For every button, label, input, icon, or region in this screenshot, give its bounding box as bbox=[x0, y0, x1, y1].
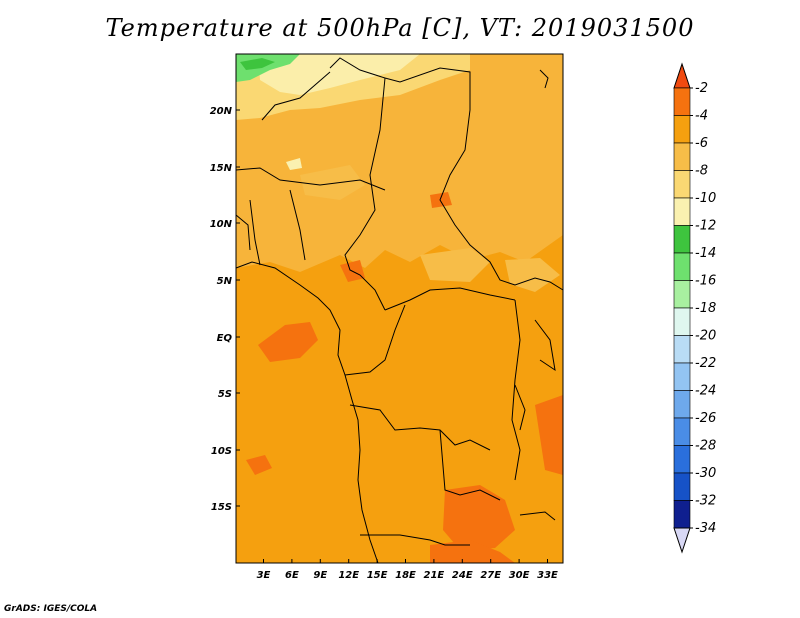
plot-title: Temperature at 500hPa [C], VT: 201903150… bbox=[105, 14, 695, 42]
border-line-3 bbox=[235, 167, 386, 191]
lon-tick-label: 24E bbox=[452, 570, 473, 581]
border-line-16 bbox=[514, 384, 526, 431]
border-line-11 bbox=[360, 534, 470, 546]
lon-tick-label: 27E bbox=[480, 570, 501, 581]
lat-tick-label: 5N bbox=[217, 276, 233, 287]
contour-region-minus4-west bbox=[246, 455, 272, 475]
colorbar-swatch bbox=[673, 390, 691, 419]
colorbar-swatch bbox=[673, 335, 691, 364]
lat-tick-label: EQ bbox=[217, 333, 233, 344]
border-line-2 bbox=[261, 71, 331, 121]
colorbar-label: -20 bbox=[695, 329, 716, 344]
border-line-14 bbox=[235, 214, 251, 251]
border-line-18 bbox=[539, 69, 549, 89]
colorbar-label: -22 bbox=[695, 356, 716, 371]
lon-tick-label: 21E bbox=[424, 570, 445, 581]
longitude-axis: 3E 6E 9E 12E 15E 18E 21E 24E 27E 30E 33E bbox=[257, 559, 558, 581]
contour-region-light-patch-2 bbox=[420, 248, 490, 282]
lat-tick-label: 15N bbox=[210, 163, 233, 174]
colorbar-swatch bbox=[673, 225, 691, 254]
colorbar-label: -14 bbox=[695, 246, 716, 261]
colorbar-swatch bbox=[673, 362, 691, 391]
colorbar-swatch bbox=[673, 445, 691, 474]
border-line-9 bbox=[439, 429, 501, 501]
lon-tick-label: 6E bbox=[285, 570, 299, 581]
colorbar-swatch bbox=[673, 142, 691, 171]
colorbar-label: -30 bbox=[695, 466, 716, 481]
colorbar-swatch bbox=[673, 252, 691, 281]
colorbar-label: -6 bbox=[695, 136, 708, 151]
colorbar-bottom-triangle bbox=[673, 527, 691, 554]
contour-region-green-dark bbox=[240, 58, 275, 70]
lat-tick-label: 10S bbox=[211, 446, 232, 457]
contour-region-minus4-gulf bbox=[258, 322, 318, 362]
border-line-10 bbox=[511, 299, 521, 481]
colorbar-swatch bbox=[673, 87, 691, 116]
lon-tick-label: 18E bbox=[395, 570, 416, 581]
colorbar-label: -34 bbox=[695, 521, 716, 536]
colorbar-swatch bbox=[673, 280, 691, 309]
border-line-15 bbox=[534, 319, 556, 372]
border-line-7 bbox=[344, 304, 406, 376]
colorbar-top-triangle bbox=[673, 62, 691, 89]
temperature-fields bbox=[236, 54, 563, 563]
latitude-axis: 20N 15N 10N 5N EQ 5S 10S 15S bbox=[210, 106, 240, 513]
colorbar-swatch bbox=[673, 472, 691, 501]
colorbar-swatch bbox=[673, 197, 691, 226]
contour-region-minus6 bbox=[236, 54, 563, 272]
contour-region-minus4-east bbox=[535, 395, 563, 475]
colorbar-swatch bbox=[673, 500, 691, 529]
lon-tick-label: 33E bbox=[537, 570, 558, 581]
colorbar-label: -26 bbox=[695, 411, 716, 426]
border-line-1 bbox=[329, 57, 471, 110]
contour-region-minus4-south bbox=[443, 485, 515, 550]
colorbar-swatch bbox=[673, 170, 691, 199]
colorbar-swatch bbox=[673, 417, 691, 446]
colorbar-label: -32 bbox=[695, 494, 716, 509]
colorbar-labels: -2 -4 -6 -8 -10 -12 -14 -16 -18 -20 -22 -24 -26 -28 -3… bbox=[690, 81, 716, 536]
colorbar-label: -16 bbox=[695, 274, 716, 289]
colorbar-swatch bbox=[673, 115, 691, 144]
colorbar-label: -24 bbox=[695, 384, 716, 399]
border-line-12 bbox=[289, 189, 306, 261]
colorbar-label: -4 bbox=[695, 109, 708, 124]
colorbar-label: -2 bbox=[695, 81, 708, 96]
country-borders bbox=[235, 57, 564, 564]
contour-region-light-patch-1 bbox=[300, 165, 365, 200]
border-line-13 bbox=[249, 199, 261, 266]
lat-tick-label: 10N bbox=[210, 219, 233, 230]
credit-text: GrADS: IGES/COLA bbox=[4, 604, 98, 614]
border-line-8 bbox=[349, 404, 491, 451]
border-line-5 bbox=[439, 109, 564, 291]
lat-tick-label: 20N bbox=[210, 106, 233, 117]
contour-region-minus10 bbox=[258, 54, 420, 95]
colorbar-swatch bbox=[673, 307, 691, 336]
colorbar-label: -12 bbox=[695, 219, 716, 234]
border-line-6 bbox=[384, 287, 516, 311]
lat-tick-label: 5S bbox=[218, 389, 232, 400]
colorbar-label: -10 bbox=[695, 191, 716, 206]
contour-region-light-patch-4 bbox=[286, 158, 302, 170]
contour-region-minus4-north bbox=[430, 192, 452, 208]
border-line-17 bbox=[519, 511, 556, 521]
lon-tick-label: 3E bbox=[257, 570, 271, 581]
lon-tick-label: 15E bbox=[367, 570, 388, 581]
contour-region-minus4-south2 bbox=[430, 540, 515, 563]
lon-tick-label: 30E bbox=[509, 570, 530, 581]
lon-tick-label: 12E bbox=[338, 570, 359, 581]
lon-tick-label: 9E bbox=[313, 570, 327, 581]
lat-tick-label: 15S bbox=[211, 502, 232, 513]
colorbar-swatches bbox=[673, 62, 691, 554]
coastline-west bbox=[235, 261, 379, 564]
map-frame bbox=[235, 53, 564, 564]
colorbar-label: -28 bbox=[695, 439, 716, 454]
colorbar-label: -18 bbox=[695, 301, 716, 316]
border-line-4 bbox=[344, 77, 386, 311]
colorbar-label: -8 bbox=[695, 164, 708, 179]
